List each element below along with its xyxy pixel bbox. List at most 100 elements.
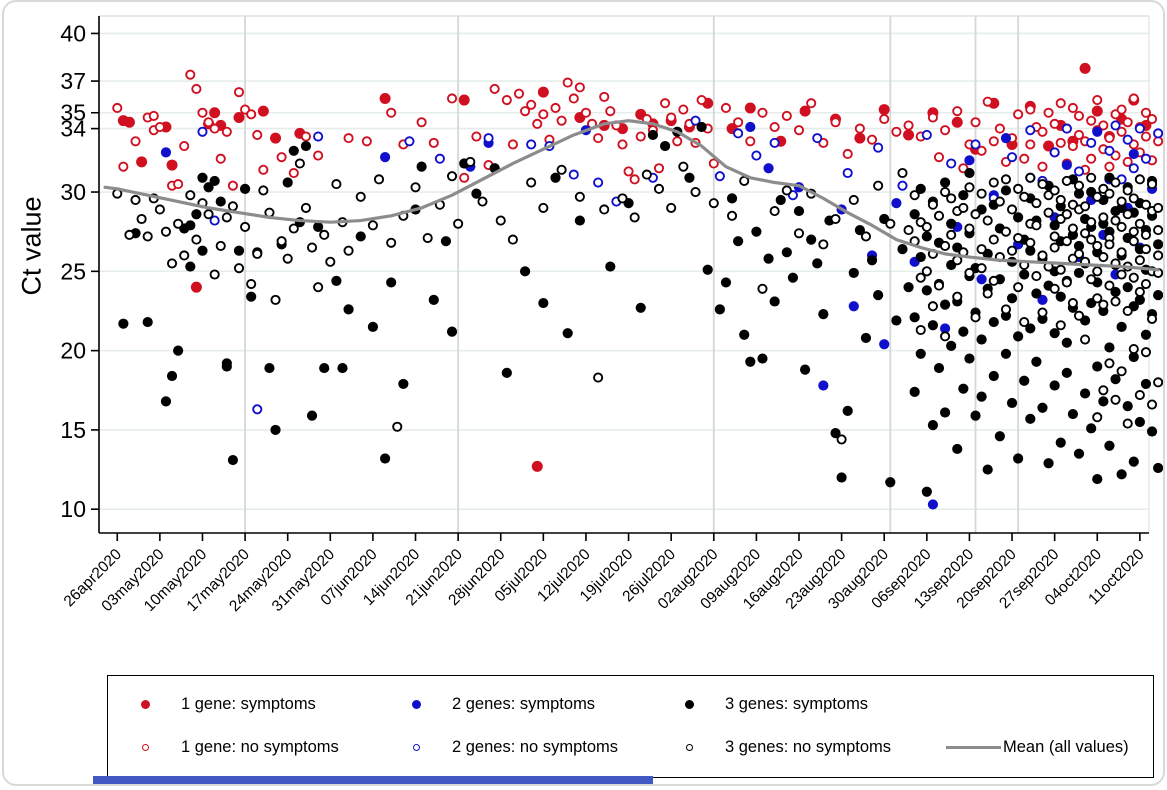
- data-point-hollow: [148, 110, 159, 121]
- blue-filled-dot-icon: [412, 699, 421, 709]
- data-point-hollow: [300, 131, 312, 142]
- data-point-hollow: [1086, 115, 1097, 126]
- data-point-hollow: [221, 212, 232, 223]
- data-point-hollow: [355, 191, 366, 202]
- data-point-hollow: [361, 136, 372, 147]
- data-point-filled: [854, 132, 866, 144]
- data-point-hollow: [507, 139, 518, 150]
- data-point-hollow: [489, 83, 500, 95]
- data-point-filled: [440, 236, 452, 247]
- data-point-filled: [799, 105, 811, 117]
- data-point-filled: [909, 209, 920, 220]
- data-point-hollow: [617, 193, 628, 204]
- data-point-hollow: [538, 109, 549, 120]
- data-point-filled: [1104, 440, 1115, 451]
- data-point-hollow: [1013, 282, 1024, 293]
- data-point-hollow: [556, 115, 567, 126]
- data-point-filled: [379, 453, 391, 464]
- data-point-hollow: [1006, 152, 1018, 163]
- data-point-filled: [1092, 361, 1103, 372]
- data-point-hollow: [1031, 271, 1042, 282]
- data-point-hollow: [714, 171, 725, 182]
- data-point-hollow: [1049, 185, 1060, 196]
- data-point-hollow: [952, 106, 963, 117]
- data-point-hollow: [1140, 107, 1152, 118]
- data-point-hollow: [988, 177, 999, 188]
- data-point-hollow: [836, 434, 847, 445]
- data-point-hollow: [1128, 343, 1139, 355]
- data-point-hollow: [428, 137, 439, 148]
- data-point-hollow: [1013, 232, 1024, 244]
- data-point-filled: [745, 356, 756, 367]
- data-point-filled: [836, 472, 847, 483]
- data-point-filled: [958, 383, 969, 394]
- data-point-hollow: [568, 169, 579, 180]
- data-point-hollow: [653, 183, 665, 194]
- data-point-hollow: [988, 234, 999, 245]
- legend-item: 2 genes: no symptoms: [413, 737, 618, 757]
- data-point-hollow: [1019, 191, 1030, 202]
- data-point-hollow: [136, 213, 147, 225]
- data-point-hollow: [1098, 299, 1109, 310]
- data-point-filled: [197, 245, 208, 256]
- y-tick-label: 15: [60, 417, 86, 443]
- data-point-hollow: [465, 156, 476, 167]
- data-point-filled: [848, 301, 859, 312]
- legend-item-label: 3 genes: no symptoms: [725, 737, 891, 756]
- data-point-filled: [982, 464, 993, 475]
- data-point-hollow: [1025, 104, 1036, 115]
- data-point-hollow: [1140, 131, 1152, 142]
- data-point-hollow: [288, 223, 299, 234]
- data-point-filled: [744, 102, 756, 114]
- data-point-hollow: [227, 180, 238, 191]
- data-point-hollow: [1055, 320, 1066, 331]
- data-point-hollow: [154, 121, 165, 133]
- data-point-hollow: [580, 107, 592, 118]
- data-point-hollow: [1061, 123, 1072, 134]
- data-point-hollow: [806, 98, 817, 109]
- data-point-hollow: [739, 175, 750, 186]
- mean-line-swatch-icon: [946, 745, 1001, 749]
- data-point-hollow: [666, 112, 677, 123]
- data-point-filled: [964, 155, 975, 166]
- data-point-filled: [185, 261, 196, 272]
- data-point-hollow: [1080, 228, 1091, 239]
- data-point-filled: [1153, 290, 1163, 301]
- data-point-filled: [337, 362, 348, 374]
- data-point-hollow: [873, 142, 884, 153]
- data-point-filled: [1098, 396, 1109, 407]
- data-point-filled: [952, 443, 963, 455]
- data-point-filled: [1140, 378, 1152, 390]
- data-point-hollow: [726, 210, 738, 221]
- data-point-filled: [1013, 331, 1024, 342]
- y-tick-label: 20: [60, 338, 86, 364]
- data-point-filled: [246, 291, 257, 302]
- data-point-hollow: [793, 228, 805, 239]
- data-point-filled: [197, 172, 208, 183]
- data-point-filled: [879, 339, 890, 350]
- data-point-hollow: [1080, 334, 1091, 345]
- data-point-filled: [921, 486, 932, 497]
- data-point-hollow: [1073, 110, 1085, 121]
- data-point-hollow: [1086, 234, 1097, 245]
- data-point-hollow: [209, 215, 220, 226]
- data-point-filled: [562, 328, 573, 339]
- data-point-hollow: [769, 206, 780, 217]
- data-point-hollow: [1092, 240, 1103, 252]
- data-point-hollow: [733, 128, 744, 139]
- data-point-hollow: [757, 283, 768, 294]
- data-point-filled: [751, 226, 762, 237]
- data-point-hollow: [952, 291, 963, 302]
- data-point-hollow: [641, 169, 652, 180]
- data-point-hollow: [197, 126, 208, 137]
- data-point-filled: [1025, 245, 1036, 256]
- data-point-hollow: [1086, 137, 1097, 148]
- data-point-filled: [160, 396, 172, 407]
- data-point-filled: [1049, 380, 1060, 391]
- data-point-hollow: [270, 294, 281, 305]
- data-point-hollow: [593, 133, 604, 144]
- data-point-hollow: [1049, 242, 1060, 253]
- data-point-filled: [550, 172, 561, 183]
- data-point-hollow: [976, 145, 987, 156]
- data-point-filled: [331, 275, 342, 286]
